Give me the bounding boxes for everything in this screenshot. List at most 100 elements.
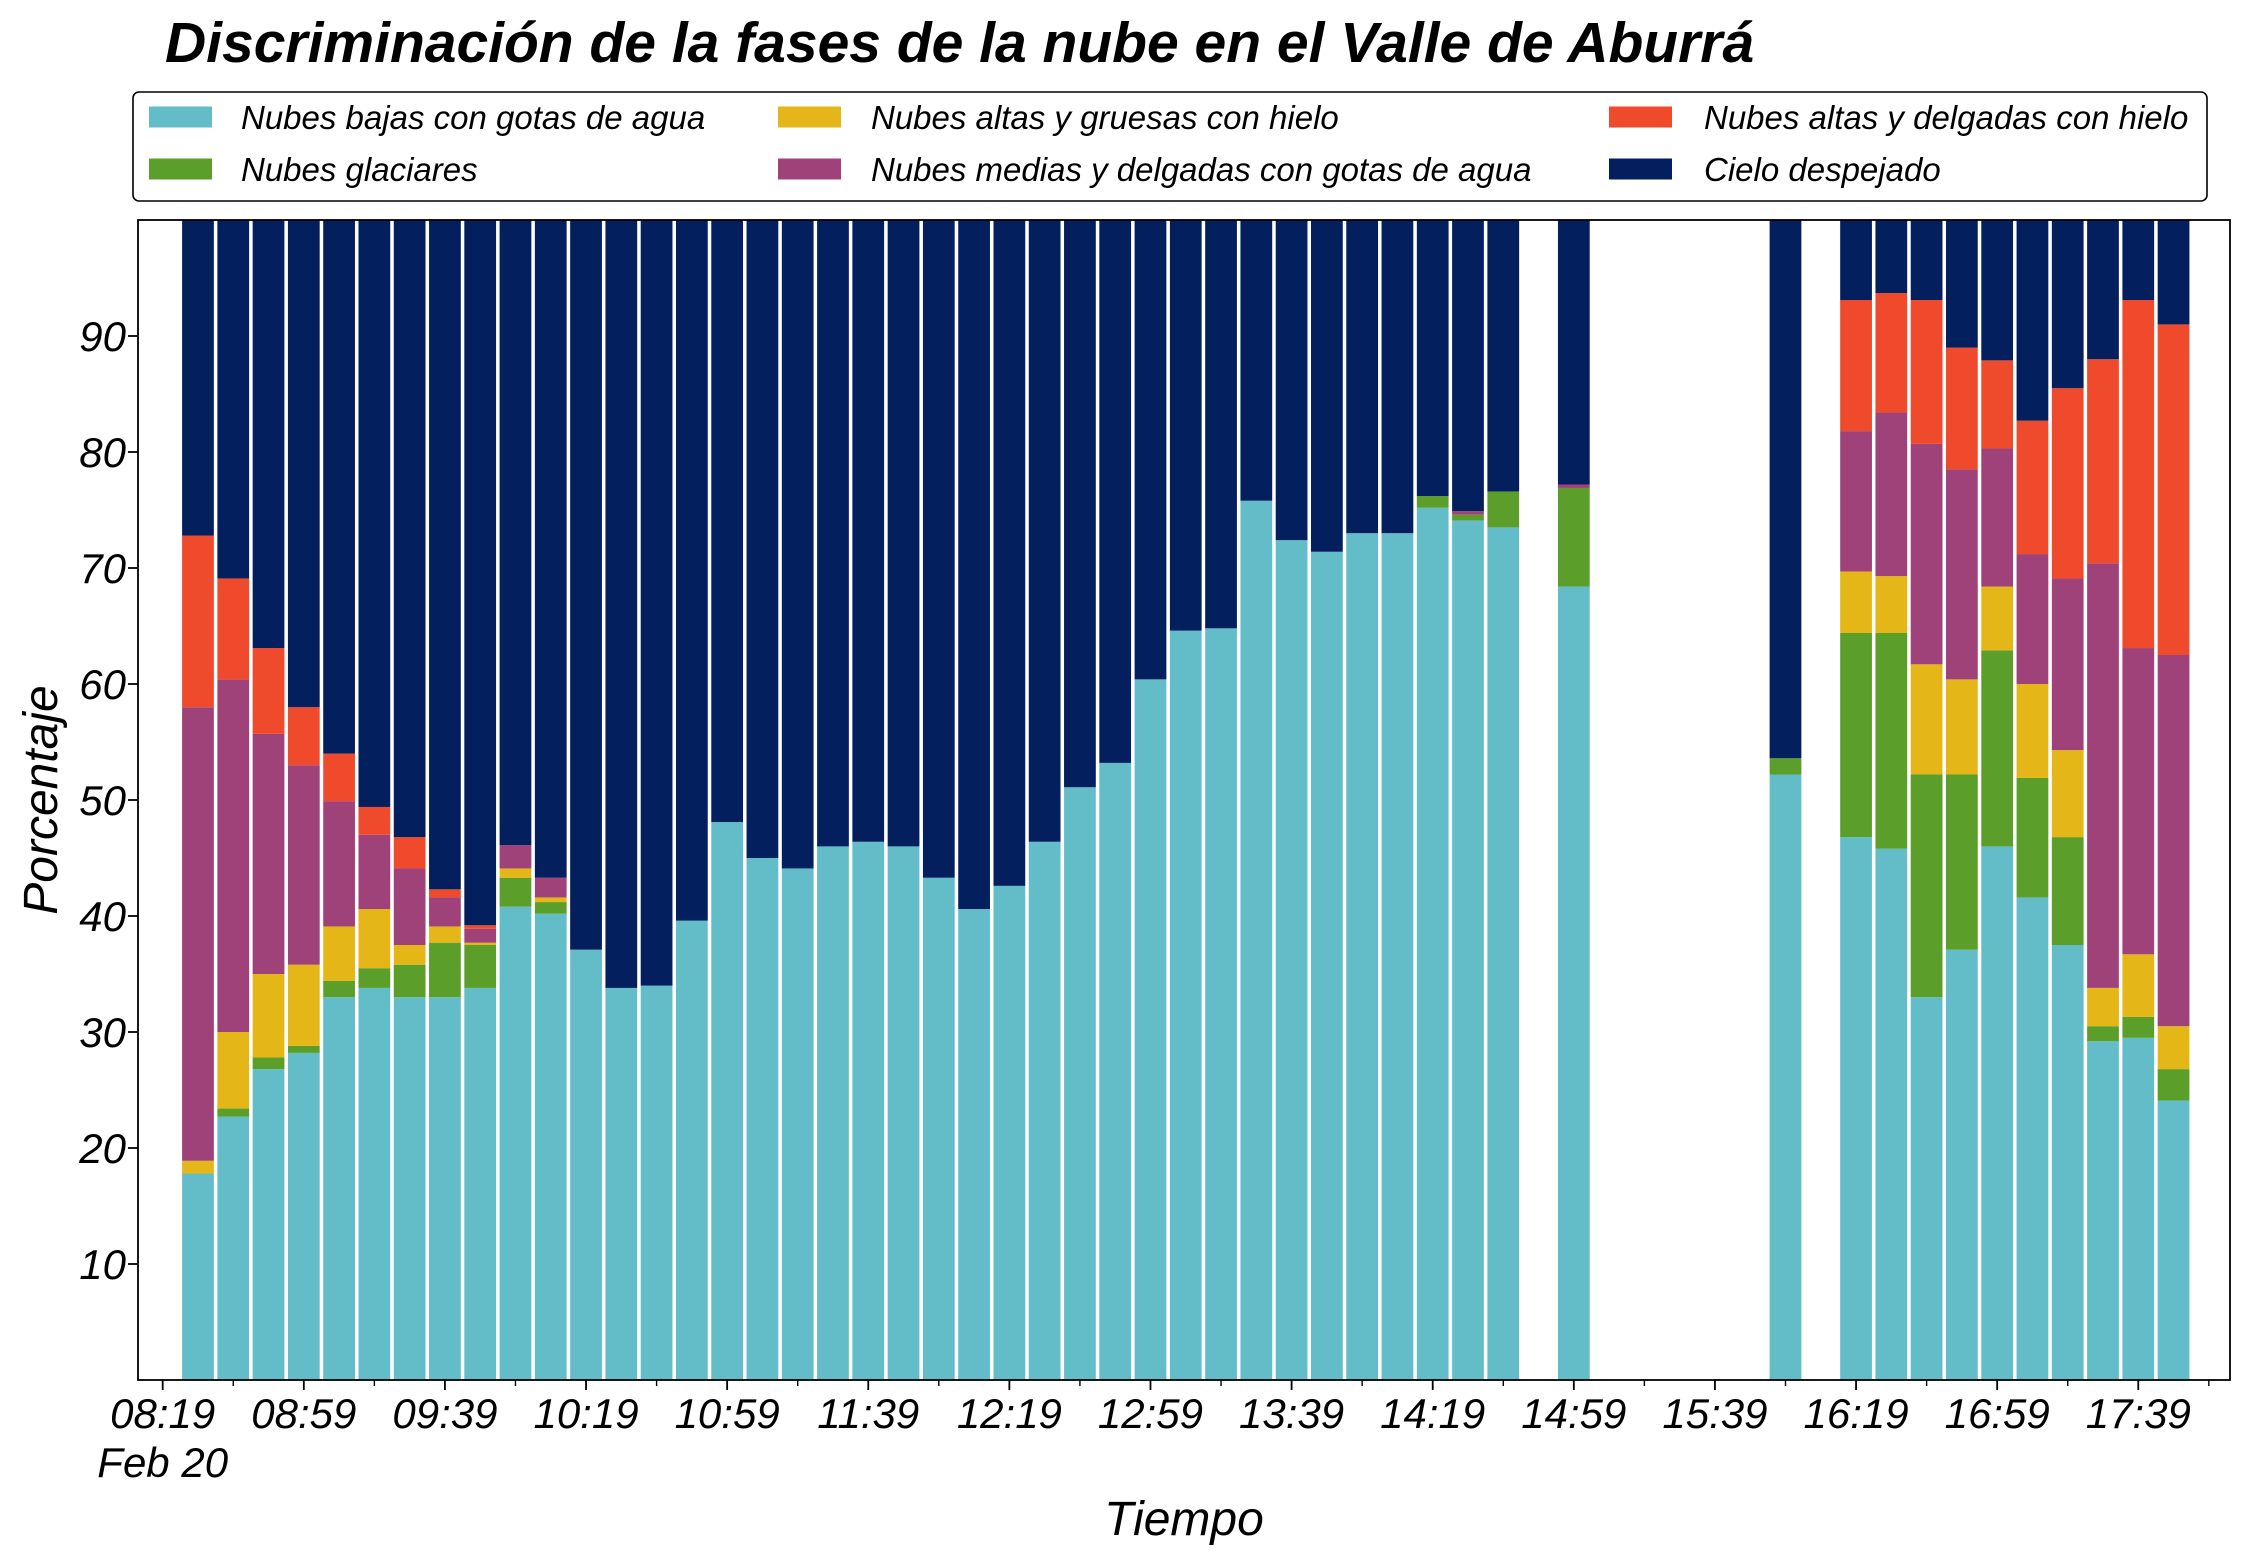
bar-stack <box>323 220 355 1380</box>
bar-segment <box>1875 632 1908 849</box>
x-tick-label: 10:59 <box>675 1390 780 1437</box>
bar-stack <box>922 220 955 1380</box>
bar-segment <box>323 801 355 927</box>
bar-segment <box>1981 360 2014 449</box>
bar-segment <box>1840 300 1872 432</box>
bar-segment <box>1311 551 1343 1380</box>
bar-stack <box>358 220 391 1380</box>
bar-segment <box>393 837 426 869</box>
bar-segment <box>2122 1016 2155 1038</box>
bar-segment <box>2157 655 2190 1027</box>
bar-segment <box>711 822 744 1380</box>
legend-label: Nubes glaciares <box>241 151 478 188</box>
bar-segment <box>852 841 885 1380</box>
bar-segment <box>499 868 532 878</box>
x-tick-label: 12:59 <box>1098 1390 1203 1437</box>
bar-segment <box>393 868 426 945</box>
bar-segment <box>393 997 426 1380</box>
bar-segment <box>2157 220 2190 325</box>
bar-segment <box>1416 496 1449 508</box>
bar-segment <box>922 220 955 878</box>
x-axis: 08:19 08:59 09:39 10:19 10:59 11:39 12:19 12:59… <box>97 1380 2210 1486</box>
bar-segment <box>2122 300 2155 649</box>
bar-segment <box>429 889 461 898</box>
bar-segment <box>1028 841 1061 1380</box>
bar-segment <box>2122 220 2155 301</box>
bar-segment <box>393 220 426 838</box>
bar-segment <box>887 220 920 847</box>
bar-segment <box>605 220 638 988</box>
bar-segment <box>1981 846 2014 1380</box>
bar-stack <box>393 220 426 1380</box>
bar-segment <box>217 578 250 680</box>
y-tick-label: 90 <box>79 313 126 360</box>
bar-segment <box>1240 220 1273 501</box>
bar-segment <box>499 877 532 907</box>
bar-segment <box>358 806 391 835</box>
y-tick-label: 40 <box>79 893 126 940</box>
bar-segment <box>2122 954 2155 1017</box>
bar-segment <box>358 987 391 1380</box>
bar-segment <box>1381 533 1414 1380</box>
y-tick-label: 10 <box>79 1241 126 1288</box>
bar-segment <box>464 925 497 929</box>
bar-segment <box>1099 762 1132 1380</box>
bar-segment <box>1240 500 1273 1381</box>
bar-segment <box>1981 586 2014 651</box>
bar-segment <box>2016 684 2049 778</box>
bar-stack <box>1557 220 1590 1380</box>
bar-stack <box>675 220 708 1380</box>
bar-segment <box>1487 527 1520 1380</box>
bar-segment <box>922 877 955 1380</box>
bar-segment <box>1487 491 1520 528</box>
bar-segment <box>429 942 461 998</box>
bar-segment <box>429 997 461 1380</box>
bar-stack <box>1205 220 1237 1380</box>
bar-segment <box>1981 220 2014 361</box>
bar-segment <box>1840 571 1872 633</box>
legend-item: Nubes bajas con gotas de agua <box>149 99 705 136</box>
bar-segment <box>2016 777 2049 898</box>
bar-segment <box>1946 949 1978 1380</box>
bar-segment <box>1769 774 1802 1380</box>
legend-item: Nubes altas y delgadas con hielo <box>1609 99 2188 136</box>
bar-segment <box>2157 1026 2190 1070</box>
bar-stack <box>182 220 214 1380</box>
bar-segment <box>323 997 355 1380</box>
bar-stack <box>1134 220 1167 1380</box>
chart-title: Discriminación de la fases de la nube en… <box>165 11 1754 75</box>
y-tick-label: 20 <box>78 1125 126 1172</box>
bar-segment <box>1769 758 1802 775</box>
bar-segment <box>570 220 602 950</box>
bar-segment <box>464 220 497 926</box>
bar-segment <box>182 1173 214 1380</box>
bar-segment <box>1840 837 1872 1380</box>
bar-stack <box>2157 220 2190 1380</box>
bar-segment <box>217 1108 250 1117</box>
bar-segment <box>1910 997 1943 1380</box>
x-tick-label: 16:19 <box>1803 1390 1908 1437</box>
bar-segment <box>323 926 355 981</box>
bar-segment <box>182 220 214 536</box>
legend-item: Nubes medias y delgadas con gotas de agu… <box>778 151 1531 188</box>
bar-stack <box>1240 220 1273 1381</box>
bar-segment <box>287 765 320 965</box>
bar-stack <box>1452 220 1484 1380</box>
legend-swatch <box>1609 158 1672 180</box>
bar-stack <box>1346 220 1379 1380</box>
bar-segment <box>1840 431 1872 572</box>
bar-segment <box>1452 520 1484 1380</box>
x-tick-label: 17:39 <box>2086 1390 2191 1437</box>
bar-segment <box>781 220 814 869</box>
bar-segment <box>605 987 638 1380</box>
bar-segment <box>2051 220 2084 389</box>
x-tick-label: 14:59 <box>1521 1390 1626 1437</box>
bar-segment <box>252 648 285 734</box>
bar-segment <box>2157 324 2190 655</box>
bar-segment <box>287 707 320 766</box>
bar-segment <box>675 920 708 1380</box>
bar-stack <box>1875 220 1908 1380</box>
y-tick-label: 60 <box>79 661 126 708</box>
bar-stack <box>2122 220 2155 1380</box>
bar-segment <box>993 885 1026 1380</box>
